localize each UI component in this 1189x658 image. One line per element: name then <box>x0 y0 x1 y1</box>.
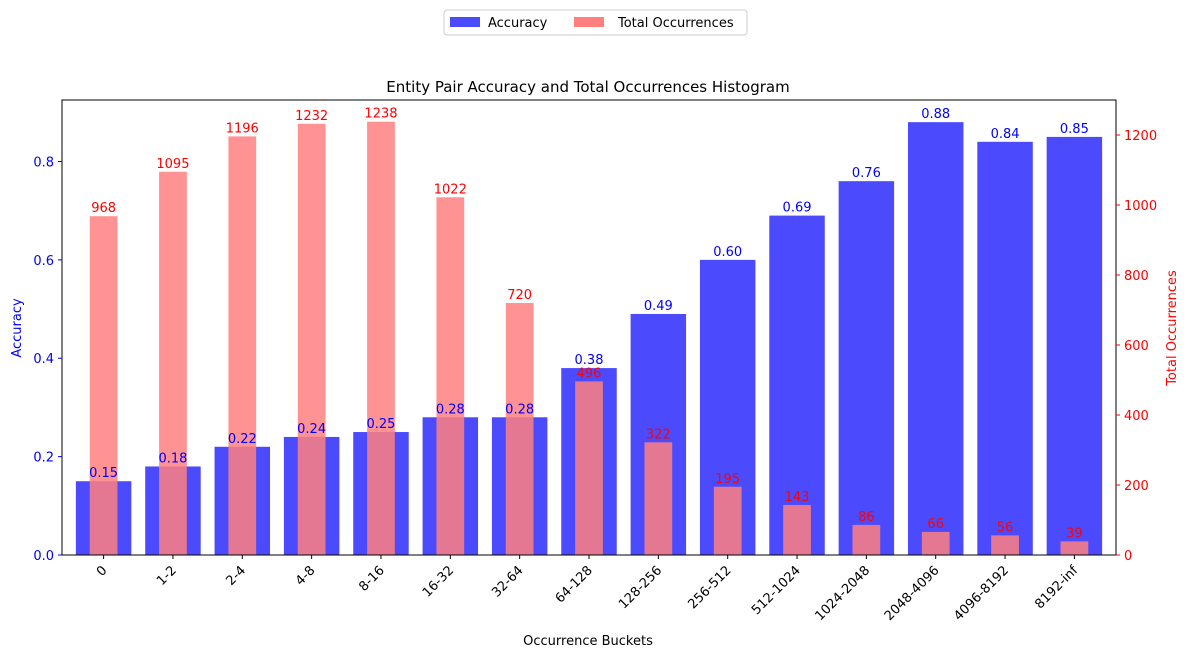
accuracy-value-label: 0.76 <box>852 166 881 181</box>
accuracy-value-label: 0.15 <box>89 466 118 481</box>
occurrence-value-label: 143 <box>785 490 810 505</box>
accuracy-bar <box>769 215 825 555</box>
occurrence-value-label: 1238 <box>364 107 397 122</box>
accuracy-value-label: 0.69 <box>783 201 812 216</box>
left-tick-label: 0.4 <box>33 352 54 367</box>
accuracy-value-label: 0.88 <box>921 107 950 122</box>
x-tick-label: 256-512 <box>685 563 734 612</box>
occurrence-bar <box>367 121 395 555</box>
x-tick-label: 8-16 <box>356 563 387 594</box>
occurrence-value-label: 720 <box>507 288 532 303</box>
legend-label-occurrences: Total Occurrences <box>617 16 734 31</box>
accuracy-bar <box>977 141 1033 556</box>
x-tick-label: 32-64 <box>489 563 526 600</box>
legend-swatch-occurrences <box>574 17 604 27</box>
x-axis-label: Occurrence Buckets <box>523 634 653 649</box>
x-tick-label: 16-32 <box>420 563 457 600</box>
occurrence-bar <box>713 486 742 555</box>
occurrence-value-label: 1232 <box>295 109 328 124</box>
x-tick-label: 8192-inf <box>1032 563 1081 612</box>
accuracy-bar <box>907 122 964 555</box>
occurrence-value-label: 195 <box>715 472 740 487</box>
x-tick-label: 2048-4096 <box>882 563 943 624</box>
occurrence-value-label: 1022 <box>434 182 467 197</box>
occurrence-bar <box>1060 541 1089 555</box>
left-tick-label: 0.8 <box>33 155 54 170</box>
accuracy-bar <box>838 181 895 555</box>
left-tick-label: 0.6 <box>33 254 54 269</box>
accuracy-bar <box>1046 136 1103 555</box>
legend-label-accuracy: Accuracy <box>488 16 548 31</box>
right-tick-label: 1200 <box>1124 129 1157 144</box>
chart-title: Entity Pair Accuracy and Total Occurrenc… <box>386 78 789 96</box>
left-axis: 0.0 0.2 0.4 0.6 0.8 <box>33 155 62 564</box>
x-tick-label: 128-256 <box>616 563 665 612</box>
occurrence-value-label: 1196 <box>226 121 259 136</box>
occurrence-bar <box>644 442 673 555</box>
x-tick-label: 4-8 <box>293 563 319 589</box>
right-axis: 0 200 400 600 800 1000 1200 <box>1116 129 1157 564</box>
x-tick-label: 1-2 <box>154 563 180 589</box>
x-tick-label: 4096-8192 <box>951 563 1012 624</box>
accuracy-value-label: 0.18 <box>158 451 187 466</box>
occurrence-value-label: 496 <box>577 366 602 381</box>
x-tick-label: 64-128 <box>553 563 596 606</box>
right-tick-label: 0 <box>1124 549 1132 564</box>
accuracy-value-label: 0.84 <box>991 127 1020 142</box>
accuracy-value-label: 0.22 <box>228 432 257 447</box>
occurrence-bar <box>228 136 257 555</box>
accuracy-value-label: 0.60 <box>713 245 742 260</box>
x-tick-label: 512-1024 <box>749 563 804 618</box>
left-axis-label: Accuracy <box>10 298 25 358</box>
occurrence-bar <box>89 216 118 555</box>
bar-labels-layer: 0.15 0.18 0.22 0.24 0.25 0.28 0.28 0.38 0.49 0.60… <box>89 107 1089 542</box>
bars-layer <box>75 121 1103 556</box>
x-axis: 0 1-2 2-4 4-8 8-16 16-32 32-64 64-128 128-256 256… <box>94 555 1082 624</box>
accuracy-value-label: 0.49 <box>644 299 673 314</box>
accuracy-value-label: 0.24 <box>297 422 326 437</box>
legend: Accuracy Total Occurrences <box>443 9 748 36</box>
right-axis-label: Total Occurrences <box>1165 270 1180 387</box>
legend-swatch-accuracy <box>450 17 480 27</box>
accuracy-value-label: 0.85 <box>1060 122 1089 137</box>
occurrence-value-label: 39 <box>1066 526 1083 541</box>
right-tick-label: 200 <box>1124 479 1149 494</box>
occurrence-value-label: 1095 <box>156 157 189 172</box>
x-tick-label: 0 <box>94 563 110 579</box>
occurrence-value-label: 66 <box>927 517 944 532</box>
occurrence-bar <box>783 504 811 555</box>
left-tick-label: 0.0 <box>33 549 54 564</box>
right-tick-label: 600 <box>1124 339 1149 354</box>
occurrence-bar <box>436 197 465 556</box>
occurrence-value-label: 968 <box>91 201 116 216</box>
right-tick-label: 800 <box>1124 269 1149 284</box>
accuracy-value-label: 0.25 <box>366 417 395 432</box>
occurrence-value-label: 322 <box>646 427 671 442</box>
occurrence-bar <box>159 171 187 555</box>
occurrence-value-label: 56 <box>997 520 1014 535</box>
occurrence-bar <box>505 303 534 555</box>
x-tick-label: 1024-2048 <box>812 563 873 624</box>
occurrence-bar <box>297 123 326 556</box>
right-tick-label: 1000 <box>1124 199 1157 214</box>
occurrence-bar <box>575 381 603 555</box>
left-tick-label: 0.2 <box>33 451 54 466</box>
accuracy-value-label: 0.38 <box>575 353 604 368</box>
occurrence-bar <box>921 531 950 555</box>
accuracy-value-label: 0.28 <box>436 402 465 417</box>
occurrence-bar <box>991 535 1019 555</box>
accuracy-value-label: 0.28 <box>505 402 534 417</box>
right-tick-label: 400 <box>1124 409 1149 424</box>
occurrence-value-label: 86 <box>858 510 875 525</box>
x-tick-label: 2-4 <box>223 563 249 589</box>
occurrence-bar <box>852 524 881 555</box>
